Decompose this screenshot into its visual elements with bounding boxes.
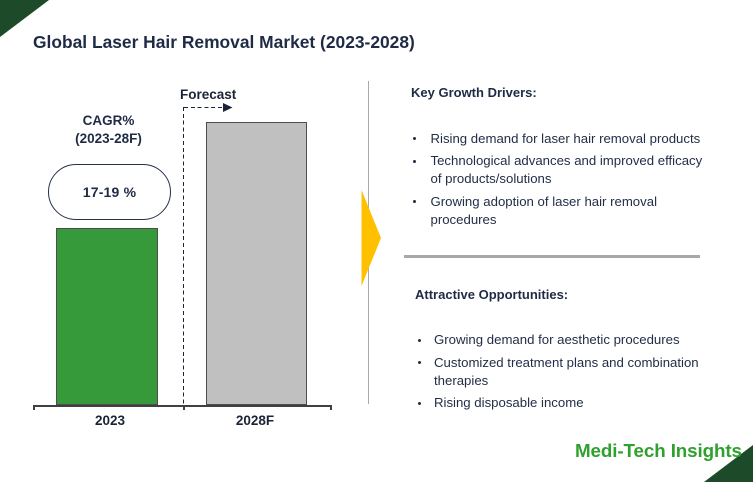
bullet-dot-icon bbox=[418, 361, 421, 365]
bullet-dot-icon bbox=[418, 401, 421, 405]
corner-triangle-bottom-right bbox=[704, 445, 753, 482]
x-axis-tick-left bbox=[33, 407, 35, 410]
category-label-2028f: 2028F bbox=[235, 413, 275, 428]
bullet-dot-icon bbox=[413, 137, 416, 140]
arrow-right-shape bbox=[361, 190, 381, 286]
bullet-text: Growing demand for aesthetic procedures bbox=[434, 332, 680, 347]
bullet-item: Rising demand for laser hair removal pro… bbox=[411, 130, 707, 148]
bullet-text: Rising disposable income bbox=[434, 395, 584, 411]
cagr-value-capsule: 17-19 % bbox=[48, 164, 171, 220]
corner-triangle-top-left bbox=[0, 0, 49, 37]
x-axis-tick-middle bbox=[183, 407, 185, 410]
cagr-value: 17-19 % bbox=[82, 184, 137, 200]
bar-2028f bbox=[206, 122, 307, 405]
category-label-2023: 2023 bbox=[94, 413, 126, 428]
forecast-arrowhead-shape bbox=[223, 103, 233, 112]
drivers-list: Rising demand for laser hair removal pro… bbox=[411, 130, 707, 229]
corner-triangle-top-left-shape bbox=[0, 0, 49, 37]
cagr-label: CAGR% (2023-28F) bbox=[48, 112, 169, 148]
bullet-text: Customized treatment plans and combinati… bbox=[434, 354, 699, 388]
bullet-item: Customized treatment plans and combinati… bbox=[416, 354, 712, 390]
opportunities-heading: Attractive Opportunities: bbox=[415, 287, 569, 302]
cagr-label-line2: (2023-28F) bbox=[75, 131, 142, 146]
bullet-text: Technological advances and improved effi… bbox=[430, 153, 703, 187]
horizontal-divider-line bbox=[404, 255, 700, 258]
brand-logo-text: Medi-Tech Insights bbox=[575, 439, 742, 461]
bullet-dot-icon bbox=[413, 200, 416, 204]
forecast-dashed-line-vertical bbox=[183, 107, 185, 405]
drivers-heading: Key Growth Drivers: bbox=[411, 85, 537, 100]
x-axis bbox=[33, 405, 332, 407]
bar-2023 bbox=[56, 228, 158, 405]
x-axis-tick-right bbox=[330, 407, 332, 410]
forecast-arrowhead-icon bbox=[223, 103, 233, 112]
page-title: Global Laser Hair Removal Market (2023-2… bbox=[33, 31, 415, 52]
bullet-text: Growing adoption of laser hair removal p… bbox=[430, 193, 658, 227]
bullet-dot-icon bbox=[413, 159, 416, 163]
forecast-dashed-line-horizontal bbox=[184, 106, 223, 108]
opportunities-list: Growing demand for aesthetic procedures C… bbox=[416, 331, 712, 412]
bullet-dot-icon bbox=[418, 338, 421, 342]
bullet-item: Growing adoption of laser hair removal p… bbox=[411, 193, 707, 229]
forecast-label: Forecast bbox=[180, 87, 237, 102]
arrow-right-icon bbox=[361, 190, 381, 286]
bullet-text: Rising demand for laser hair removal pro… bbox=[430, 130, 701, 146]
bullet-item: Technological advances and improved effi… bbox=[411, 152, 707, 188]
bullet-item: Rising disposable income bbox=[416, 394, 712, 412]
corner-triangle-bottom-right-shape bbox=[704, 445, 753, 482]
cagr-label-line1: CAGR% bbox=[82, 113, 135, 128]
bullet-item: Growing demand for aesthetic procedures bbox=[416, 331, 712, 349]
